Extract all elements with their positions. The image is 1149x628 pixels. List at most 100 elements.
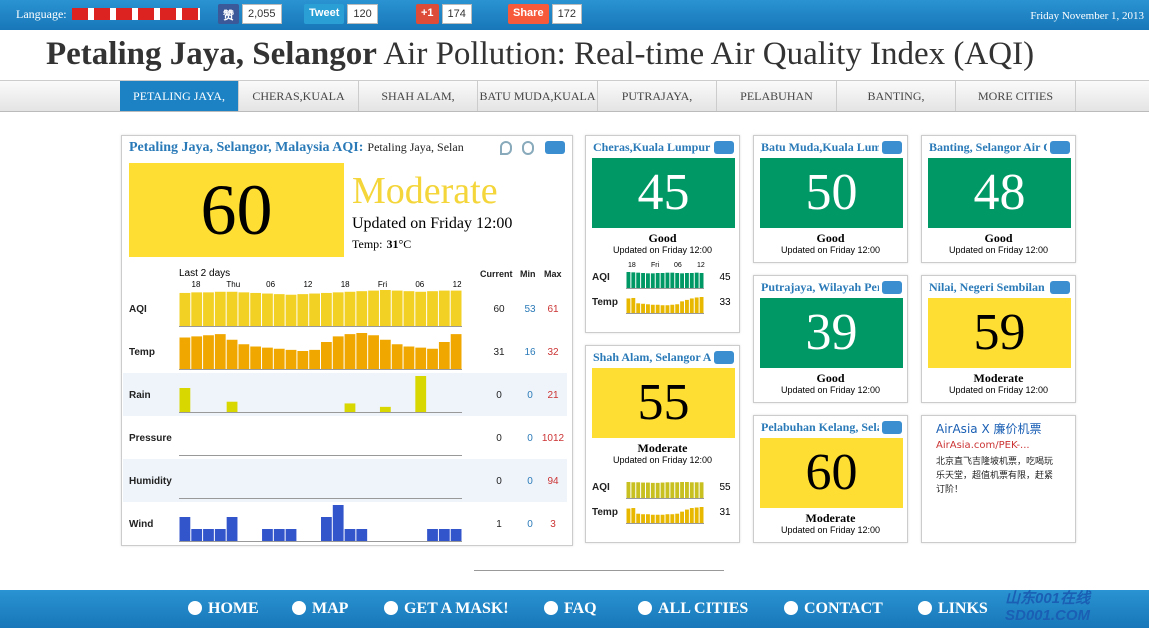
aqi-value: 48 <box>973 164 1026 221</box>
bar <box>650 273 655 288</box>
icon[interactable] <box>545 141 565 154</box>
aqi-level: Moderate <box>637 441 688 455</box>
row-label: Temp <box>592 507 618 518</box>
watermark-line: 山东001在线 <box>1005 590 1091 607</box>
social-count: 172 <box>551 4 582 24</box>
bar <box>680 273 684 288</box>
icon[interactable] <box>522 141 534 155</box>
card-subtitle: Petaling Jaya, Selan <box>367 140 464 154</box>
bar <box>665 482 670 498</box>
time-tick: 06 <box>415 280 425 289</box>
aqi-level: Moderate <box>805 511 856 525</box>
watermark-line: SD001.COM <box>1005 607 1091 624</box>
bar <box>689 298 694 313</box>
bar <box>694 297 699 313</box>
social-count: 2,055 <box>242 4 282 24</box>
social-button[interactable]: Share 172 <box>508 4 582 24</box>
bar <box>641 482 645 498</box>
row-max: 61 <box>547 304 559 315</box>
bar <box>626 272 631 288</box>
watermark: 山东001在线 SD001.COM <box>1005 590 1090 624</box>
time-tick: Fri <box>377 280 388 289</box>
city-name: Nilai, Negeri Sembilan <box>929 280 1045 294</box>
social-button[interactable]: Tweet 120 <box>304 4 378 24</box>
link-text: LINKS <box>938 600 988 617</box>
link-text: ALL CITIES <box>658 600 749 617</box>
bar <box>321 292 332 326</box>
nav-tab[interactable]: PUTRAJAYA, <box>598 81 717 111</box>
aqi-level: Good <box>648 231 677 245</box>
bar <box>626 298 631 313</box>
footer-link[interactable]: HOME <box>188 600 259 618</box>
bar <box>391 344 403 369</box>
social-button[interactable]: 赞 2,055 <box>218 4 282 24</box>
bar <box>309 293 320 326</box>
time-tick: 18 <box>191 280 201 289</box>
row-current: 45 <box>719 272 731 283</box>
row-label: Temp <box>592 297 618 308</box>
bar <box>665 514 670 523</box>
city-card[interactable]: Pelabuhan Kelang, Selangor 60 ModerateUpda… <box>753 415 908 543</box>
language-flags[interactable] <box>72 8 200 20</box>
bar <box>655 273 660 288</box>
aqi-level: Moderate <box>973 371 1024 385</box>
footer-link[interactable]: LINKS <box>918 600 988 618</box>
social-count: 174 <box>441 4 472 24</box>
social-label: Tweet <box>304 4 345 24</box>
bar <box>685 509 689 523</box>
nav-tab[interactable]: PELABUHAN <box>718 81 837 111</box>
city-card[interactable]: Putrajaya, Wilayah Persekutuan 39 GoodUpda… <box>753 275 908 403</box>
bar <box>238 292 250 326</box>
bar <box>368 335 379 369</box>
nav-tab[interactable]: SHAH ALAM, <box>359 81 478 111</box>
sparkline <box>626 507 704 524</box>
ad-card[interactable]: AirAsia X 廉价机票 AirAsia.com/PEK-... 北京直飞吉隆坡… <box>921 415 1076 543</box>
icon[interactable] <box>500 141 512 155</box>
sparkline <box>179 333 462 370</box>
nav-tab[interactable]: BANTING, <box>837 81 956 111</box>
link-icon <box>784 601 798 615</box>
row-label: AQI <box>129 304 147 315</box>
footer-link[interactable]: GET A MASK! <box>384 600 509 618</box>
footer-link[interactable]: CONTACT <box>784 600 883 618</box>
nav-tab[interactable]: CHERAS,KUALA <box>240 81 359 111</box>
time-tick: 06 <box>674 262 682 269</box>
bar <box>694 482 699 498</box>
bar <box>670 272 675 288</box>
aqi-level: Good <box>816 371 845 385</box>
city-card[interactable]: Shah Alam, Selangor Air 55 Moderate Updated… <box>585 345 740 543</box>
bar <box>179 517 191 541</box>
bar <box>670 514 675 523</box>
nav-tab[interactable]: PETALING JAYA, <box>120 81 239 111</box>
city-card[interactable]: Nilai, Negeri Sembilan 59 Moderate Updated … <box>921 275 1076 403</box>
date: Friday November 1, 2013 <box>1030 10 1144 22</box>
footer-link[interactable]: FAQ <box>544 600 597 618</box>
footer-link[interactable]: MAP <box>292 600 348 618</box>
bar <box>646 482 650 498</box>
footer-link[interactable]: ALL CITIES <box>638 600 748 618</box>
row-label: Wind <box>129 519 154 530</box>
city-card[interactable]: Banting, Selangor Air Quality 48 GoodUpdat… <box>921 135 1076 263</box>
icon <box>882 281 902 294</box>
main-title: Petaling Jaya, Selangor, Malaysia AQI: Pe… <box>129 140 499 156</box>
bar <box>450 334 462 369</box>
updated: Updated on Friday 12:00 <box>948 385 1049 395</box>
social-button[interactable]: +1 174 <box>416 4 472 24</box>
bar <box>675 304 680 313</box>
bar <box>379 406 391 412</box>
bar <box>699 297 704 313</box>
nav-tab[interactable]: MORE CITIES <box>957 81 1076 111</box>
bar <box>438 290 450 326</box>
history-label: Last 2 days <box>179 268 231 279</box>
card-title: Petaling Jaya, Selangor, Malaysia AQI: <box>129 140 364 155</box>
bar <box>650 514 655 523</box>
row-current: 0 <box>496 476 502 487</box>
column-header: Current <box>480 269 513 279</box>
city-card[interactable]: Cheras,Kuala Lumpur 45 Good Updated on Frid… <box>585 135 740 333</box>
time-tick: 12 <box>303 280 313 289</box>
bar <box>641 273 645 288</box>
bar <box>650 482 655 498</box>
bar <box>636 482 641 498</box>
nav-tab[interactable]: BATU MUDA,KUALA <box>479 81 598 111</box>
